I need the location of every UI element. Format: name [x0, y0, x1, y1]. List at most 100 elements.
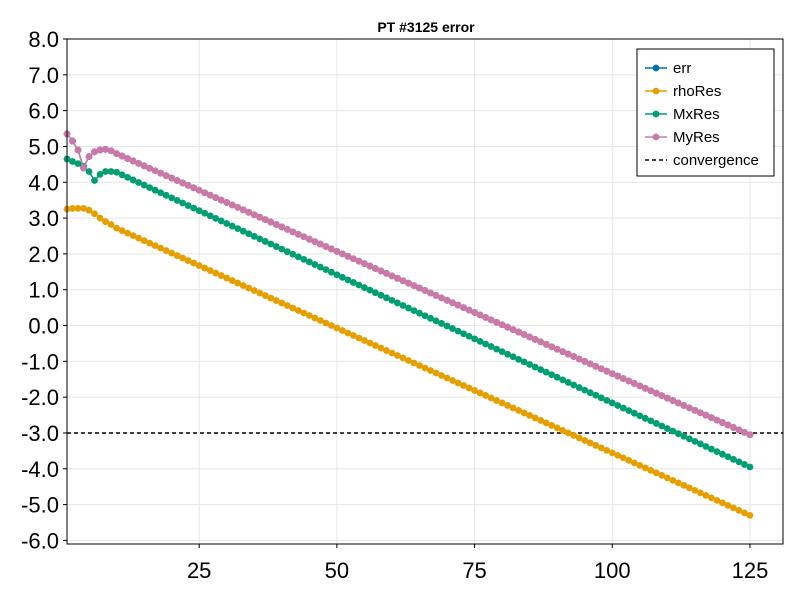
data-point-myres: [383, 270, 390, 277]
data-point-myres: [146, 164, 154, 172]
data-point-mxres: [443, 322, 451, 330]
y-tick-label: -1.0: [21, 349, 59, 374]
data-point-rhores: [410, 359, 418, 367]
data-point-myres: [102, 145, 109, 153]
data-point-myres: [625, 377, 633, 385]
chart-title: PT #3125 error: [377, 19, 475, 35]
y-tick-label: 4.0: [28, 170, 59, 195]
data-point-mxres: [305, 258, 313, 266]
data-point-rhores: [614, 452, 622, 459]
data-point-rhores: [234, 279, 242, 287]
data-point-mxres: [146, 184, 154, 192]
data-point-myres: [300, 233, 308, 241]
data-point-rhores: [350, 332, 357, 339]
data-point-rhores: [537, 417, 545, 424]
y-tick-label: 2.0: [28, 242, 59, 267]
data-point-rhores: [658, 471, 666, 479]
data-point-rhores: [449, 377, 456, 384]
data-point-mxres: [212, 214, 220, 222]
data-point-mxres: [487, 343, 495, 350]
data-point-myres: [399, 277, 407, 285]
data-point-rhores: [361, 337, 368, 344]
data-point-rhores: [80, 205, 87, 212]
data-point-rhores: [493, 397, 500, 404]
data-point-rhores: [333, 324, 341, 332]
data-point-rhores: [327, 322, 335, 329]
data-point-myres: [327, 245, 335, 253]
data-point-myres: [305, 235, 313, 243]
data-point-rhores: [102, 218, 109, 226]
data-point-myres: [118, 152, 126, 160]
data-point-myres: [350, 255, 357, 263]
x-tick-label: 125: [732, 558, 769, 583]
data-point-rhores: [674, 479, 682, 487]
data-point-myres: [548, 343, 556, 351]
data-point-myres: [443, 296, 451, 304]
data-point-myres: [680, 402, 688, 409]
data-point-mxres: [454, 327, 462, 335]
data-point-mxres: [597, 394, 605, 402]
data-point-myres: [74, 146, 82, 154]
data-point-myres: [449, 299, 456, 307]
data-point-rhores: [669, 476, 677, 484]
data-point-rhores: [162, 247, 170, 254]
legend-marker-err: [652, 64, 660, 72]
data-point-rhores: [542, 419, 550, 427]
data-point-myres: [570, 353, 578, 360]
data-point-mxres: [603, 396, 611, 404]
data-point-mxres: [553, 373, 561, 381]
data-point-rhores: [498, 399, 506, 407]
data-point-mxres: [151, 186, 159, 194]
data-point-mxres: [250, 232, 258, 240]
data-point-myres: [388, 272, 396, 280]
data-point-mxres: [493, 345, 500, 353]
data-point-rhores: [195, 262, 203, 269]
data-point-rhores: [460, 382, 467, 389]
data-point-mxres: [383, 294, 390, 302]
data-point-rhores: [405, 357, 412, 364]
data-point-rhores: [74, 205, 82, 212]
data-point-myres: [421, 287, 429, 294]
data-point-myres: [515, 328, 523, 336]
data-point-mxres: [267, 240, 275, 248]
data-point-rhores: [724, 501, 732, 509]
data-point-rhores: [487, 394, 495, 402]
data-point-myres: [311, 238, 319, 246]
legend-label-myres: MyRes: [673, 129, 720, 146]
data-point-mxres: [614, 402, 622, 409]
data-point-myres: [272, 221, 280, 228]
data-point-rhores: [394, 352, 401, 359]
data-point-mxres: [377, 291, 385, 299]
y-tick-label: 1.0: [28, 278, 59, 303]
data-point-mxres: [696, 440, 704, 448]
data-point-rhores: [564, 429, 572, 437]
data-point-mxres: [537, 366, 545, 373]
data-point-myres: [537, 338, 545, 346]
data-point-myres: [338, 250, 346, 258]
data-point-mxres: [394, 299, 401, 307]
data-point-mxres: [206, 212, 214, 220]
data-point-mxres: [531, 363, 539, 371]
data-point-rhores: [586, 439, 594, 447]
data-point-rhores: [372, 342, 379, 349]
data-point-myres: [151, 167, 159, 175]
data-point-myres: [575, 355, 583, 363]
data-point-mxres: [515, 355, 523, 363]
data-point-myres: [735, 426, 743, 434]
y-tick-label: -6.0: [21, 528, 59, 553]
data-point-myres: [250, 211, 258, 219]
data-point-myres: [355, 257, 363, 265]
data-point-myres: [157, 169, 165, 177]
data-point-myres: [685, 404, 693, 412]
data-point-rhores: [129, 232, 137, 239]
data-point-mxres: [421, 312, 429, 320]
data-point-myres: [498, 321, 506, 329]
data-point-mxres: [129, 176, 137, 184]
data-point-mxres: [741, 461, 748, 468]
data-point-mxres: [322, 266, 330, 274]
y-tick-label: 3.0: [28, 206, 59, 231]
series-rhores: [63, 205, 754, 519]
data-point-mxres: [581, 386, 589, 394]
data-point-myres: [460, 304, 467, 312]
